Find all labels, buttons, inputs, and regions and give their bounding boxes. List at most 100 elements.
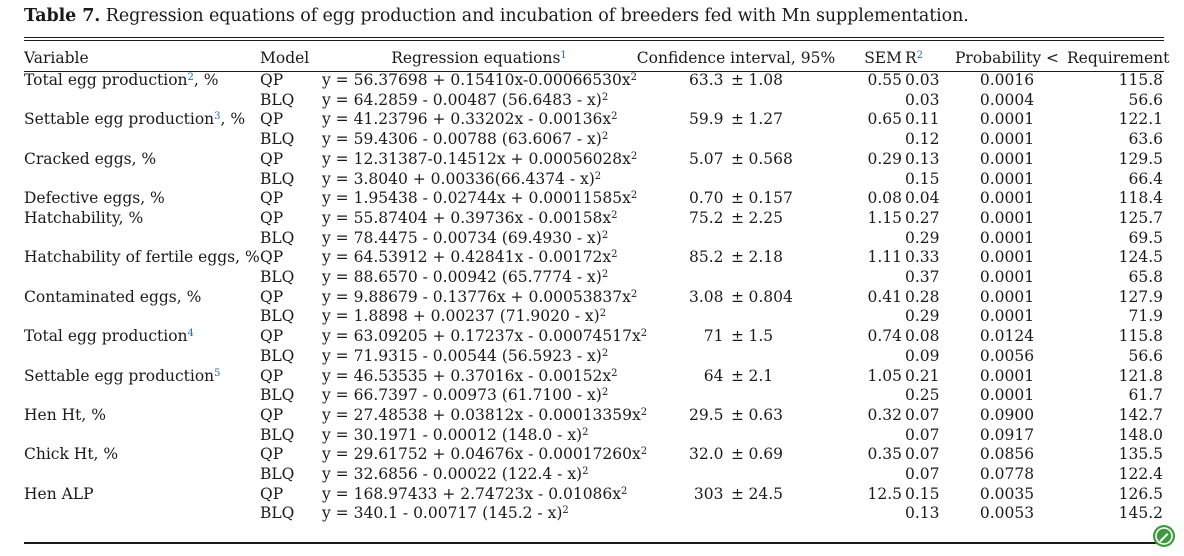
variable-footnote[interactable]: 5: [214, 367, 221, 379]
pencil-leaf-icon[interactable]: [1152, 524, 1176, 548]
variable-unit: , %: [193, 71, 219, 89]
ci-mean: 75.2: [688, 208, 724, 227]
cell-confidence-interval: [636, 426, 836, 446]
equation-text: y = 59.4306 - 0.00788 (63.6067 - x): [322, 130, 602, 149]
cell-r-squared: 0.03: [905, 71, 940, 89]
table-row: Hen ALP QP y = 168.97433 + 2.74723x - 0.01…: [24, 485, 1164, 505]
cell-probability: 0.0001: [979, 386, 1035, 405]
cell-variable: [24, 229, 260, 249]
equation-exponent: 2: [601, 229, 609, 241]
cell-sem: 0.41: [867, 287, 902, 306]
equation-exponent: 2: [562, 505, 569, 517]
cell-requirement: 126.5: [1118, 484, 1163, 503]
cell-equation: y = 71.9315 - 0.00544 (56.5923 - x)2: [322, 347, 636, 367]
cell-confidence-interval: 59.9 ±1.27: [636, 110, 836, 130]
badge-ring: [1155, 527, 1173, 545]
table-row: Hatchability, % QP y = 55.87404 + 0.39736x…: [24, 209, 1164, 229]
equation-text: y = 29.61752 + 0.04676x - 0.00017260x: [322, 445, 641, 464]
ci-plus-minus: ±: [731, 405, 744, 424]
cell-probability: 0.0056: [979, 346, 1035, 365]
table-caption: Table 7. Regression equations of egg pro…: [24, 6, 969, 26]
cell-probability: 0.0001: [979, 149, 1035, 168]
cell-confidence-interval: 303 ±24.5: [636, 485, 836, 505]
equation-text: y = 168.97433 + 2.74723x - 0.01086x: [322, 484, 622, 503]
variable-footnote[interactable]: 4: [187, 328, 194, 340]
cell-equation: y = 340.1 - 0.00717 (145.2 - x)2: [322, 504, 636, 524]
ci-plus-minus: ±: [731, 445, 744, 464]
cell-requirement: 129.5: [1118, 149, 1163, 168]
ci-plus-minus: ±: [731, 484, 744, 503]
variable-footnote[interactable]: 3: [214, 111, 221, 123]
cell-equation: y = 3.8040 + 0.00336(66.4374 - x)2: [322, 170, 636, 190]
cell-model: BLQ: [260, 346, 295, 365]
table-row: Hen Ht, % QP y = 27.48538 + 0.03812x - 0.0…: [24, 406, 1164, 426]
pencil-leaf-icon-graphic: [1153, 525, 1175, 547]
cell-r-squared: 0.13: [905, 504, 940, 523]
cell-r-squared: 0.12: [905, 130, 940, 149]
table-row: BLQ y = 30.1971 - 0.00012 (148.0 - x)2 0.0…: [24, 426, 1164, 446]
cell-requirement: 142.7: [1118, 405, 1163, 424]
cell-requirement: 124.5: [1118, 248, 1163, 267]
cell-model: QP: [260, 110, 284, 129]
cell-probability: 0.0001: [979, 189, 1035, 208]
cell-equation: y = 63.09205 + 0.17237x - 0.00074517x2: [322, 327, 647, 347]
cell-model: BLQ: [260, 386, 295, 405]
equation-text: y = 56.37698 + 0.15410x-0.00066530x: [322, 71, 631, 89]
cell-sem: 0.08: [867, 189, 902, 208]
variable-name: Cracked eggs, %: [24, 149, 157, 168]
table-row: Defective eggs, % QP y = 1.95438 - 0.02744…: [24, 189, 1164, 209]
cell-confidence-interval: 32.0 ±0.69: [636, 445, 836, 465]
cell-confidence-interval: 71 ±1.5: [636, 327, 836, 347]
variable-footnote[interactable]: 2: [187, 72, 194, 83]
ci-plus-minus: ±: [731, 149, 744, 168]
cell-sem: [836, 386, 905, 406]
cell-r-squared: 0.27: [905, 208, 940, 227]
variable-name: Total egg production: [24, 71, 188, 89]
table-row: BLQ y = 88.6570 - 0.00942 (65.7774 - x)2 0…: [24, 268, 1164, 288]
cell-model: BLQ: [260, 307, 295, 326]
cell-sem: 0.29: [867, 149, 902, 168]
ci-plus-minus: ±: [731, 189, 744, 208]
ci-half-width: 1.27: [748, 110, 784, 129]
ci-plus-minus: ±: [731, 71, 744, 89]
cell-equation: y = 27.48538 + 0.03812x - 0.00013359x2: [322, 406, 647, 426]
ci-half-width: 24.5: [748, 484, 784, 503]
cell-r-squared: 0.07: [905, 425, 940, 444]
cell-sem: [836, 91, 905, 111]
cell-probability: 0.0778: [979, 465, 1035, 484]
equation-text: y = 30.1971 - 0.00012 (148.0 - x): [322, 425, 583, 444]
header-sem: SEM: [864, 48, 902, 67]
ci-plus-minus: ±: [731, 248, 744, 267]
ci-mean: 3.08: [688, 287, 724, 306]
cell-sem: [836, 465, 905, 485]
cell-model: BLQ: [260, 268, 295, 287]
cell-r-squared: 0.33: [905, 248, 940, 267]
variable-name: Hatchability, %: [24, 208, 144, 227]
ci-half-width: 1.08: [748, 71, 784, 89]
equation-text: y = 55.87404 + 0.39736x - 0.00158x: [322, 208, 612, 227]
cell-sem: 0.32: [867, 405, 902, 424]
header-equation-footnote[interactable]: 1: [560, 49, 567, 61]
cell-model: QP: [260, 71, 284, 89]
cell-sem: 0.55: [867, 71, 902, 89]
cell-probability: 0.0001: [979, 169, 1035, 188]
cell-equation: y = 78.4475 - 0.00734 (69.4930 - x)2: [322, 229, 636, 249]
cell-probability: 0.0053: [979, 504, 1035, 523]
variable-name: Hen ALP: [24, 484, 94, 503]
equation-exponent: 2: [640, 446, 648, 458]
cell-model: QP: [260, 366, 284, 385]
variable-name: Total egg production: [24, 327, 188, 346]
cell-model: BLQ: [260, 465, 295, 484]
cell-r-squared: 0.15: [905, 484, 940, 503]
ci-half-width: 1.5: [748, 327, 774, 346]
table-row: BLQ y = 78.4475 - 0.00734 (69.4930 - x)2 0…: [24, 229, 1164, 249]
cell-equation: y = 41.23796 + 0.33202x - 0.00136x2: [322, 110, 636, 130]
equation-text: y = 27.48538 + 0.03812x - 0.00013359x: [322, 405, 641, 424]
cell-requirement: 122.4: [1118, 465, 1163, 484]
table-row: Total egg production2, % QP y = 56.37698 +…: [24, 71, 1164, 91]
ci-plus-minus: ±: [731, 366, 744, 385]
cell-equation: y = 64.53912 + 0.42841x - 0.00172x2: [322, 248, 636, 268]
cell-variable: [24, 347, 260, 367]
cell-model: BLQ: [260, 90, 295, 109]
cell-equation: y = 9.88679 - 0.13776x + 0.00053837x2: [322, 288, 637, 308]
